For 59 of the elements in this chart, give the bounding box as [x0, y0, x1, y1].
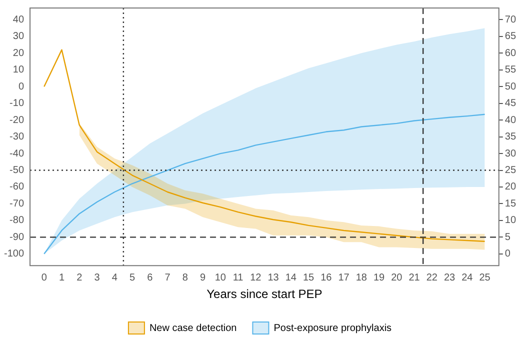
x-tick-label: 22: [426, 272, 438, 284]
y-tick-label: -10: [10, 98, 24, 110]
y2-tick-label: 25: [504, 165, 516, 176]
x-tick-label: 3: [94, 272, 100, 284]
x-tick-label: 4: [112, 272, 118, 284]
x-tick-label: 16: [320, 272, 332, 284]
x-tick-label: 13: [268, 272, 280, 284]
y2-tick-label: 35: [504, 132, 516, 143]
x-axis-title: Years since start PEP: [206, 287, 322, 302]
x-tick-label: 20: [391, 272, 403, 284]
x-tick-label: 11: [232, 272, 244, 284]
x-tick-label: 6: [147, 272, 154, 284]
x-tick-label: 25: [479, 272, 491, 284]
y-tick-label: -80: [10, 215, 24, 226]
x-tick-label: 8: [182, 272, 188, 284]
x-tick-label: 17: [338, 272, 350, 284]
y2-tick-label: 65: [504, 31, 516, 42]
x-tick-label: 12: [250, 272, 262, 284]
y2-tick-label: 60: [504, 48, 516, 59]
y2-tick-label: 15: [504, 198, 516, 210]
x-tick-label: 24: [462, 272, 474, 284]
y-tick-label: -20: [10, 114, 24, 126]
legend-label: Post-exposure prophylaxis: [274, 322, 392, 334]
y2-tick-label: 0: [504, 248, 511, 260]
x-tick-label: 21: [408, 272, 420, 284]
x-tick-label: 19: [373, 272, 386, 284]
y-tick-label: -40: [10, 148, 24, 160]
x-tick-label: 15: [302, 272, 315, 284]
y-tick-label: -70: [10, 198, 24, 210]
y-tick-label: 10: [12, 64, 24, 76]
x-tick-label: 1: [58, 272, 65, 284]
y2-tick-label: 40: [504, 114, 516, 126]
y-tick-label: -30: [10, 132, 24, 143]
y-tick-label: -100: [4, 248, 24, 260]
y-tick-label: 20: [12, 48, 24, 59]
y-tick-label: -60: [10, 182, 24, 193]
legend-label: New case detection: [149, 322, 237, 334]
x-tick-label: 14: [285, 272, 297, 284]
y2-tick-label: 20: [504, 182, 516, 193]
y2-tick-label: 45: [504, 98, 516, 110]
y2-tick-label: 50: [504, 81, 516, 92]
y2-tick-label: 55: [504, 64, 516, 76]
x-tick-label: 2: [76, 272, 83, 284]
y2-tick-label: 30: [504, 148, 516, 160]
x-tick-label: 0: [41, 272, 48, 284]
x-tick-label: 7: [164, 272, 171, 284]
x-tick-label: 18: [356, 272, 368, 284]
x-tick-label: 5: [129, 272, 136, 284]
y-tick-label: -90: [10, 232, 24, 243]
x-tick-label: 23: [444, 272, 456, 284]
y-tick-label: 30: [12, 31, 24, 42]
y-tick-label: 40: [12, 14, 24, 26]
y-tick-label: 0: [18, 81, 24, 92]
y2-tick-label: 70: [504, 14, 516, 26]
y2-tick-label: 5: [504, 232, 511, 243]
x-tick-label: 9: [200, 272, 206, 284]
y-tick-label: -50: [10, 165, 24, 176]
x-tick-label: 10: [214, 272, 226, 284]
y2-tick-label: 10: [504, 215, 516, 226]
